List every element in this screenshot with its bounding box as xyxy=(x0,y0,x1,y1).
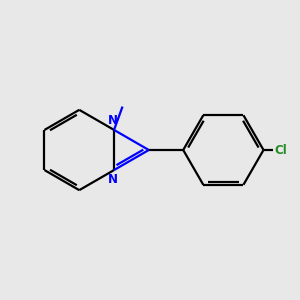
Text: N: N xyxy=(108,173,118,186)
Text: Cl: Cl xyxy=(274,143,287,157)
Text: N: N xyxy=(108,114,118,127)
